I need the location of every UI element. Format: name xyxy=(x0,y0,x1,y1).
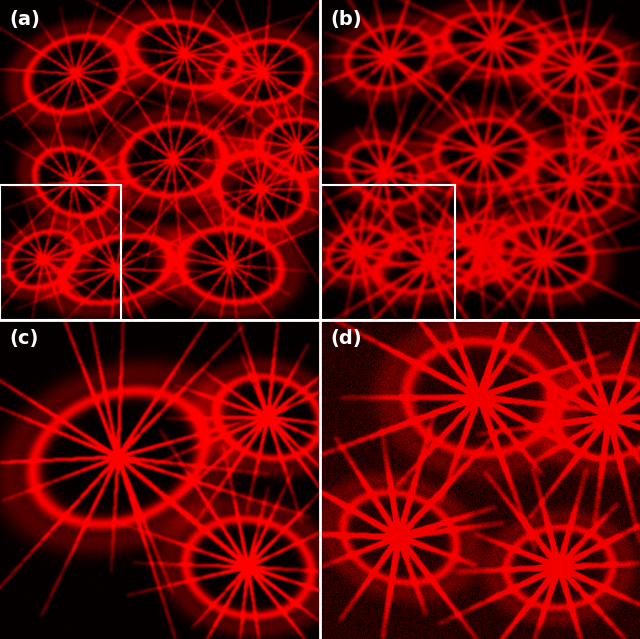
Text: (d): (d) xyxy=(330,329,362,348)
Bar xyxy=(0,185,121,320)
Bar xyxy=(321,185,455,320)
Text: (a): (a) xyxy=(10,10,40,29)
Text: (b): (b) xyxy=(330,10,362,29)
Text: (c): (c) xyxy=(10,329,39,348)
